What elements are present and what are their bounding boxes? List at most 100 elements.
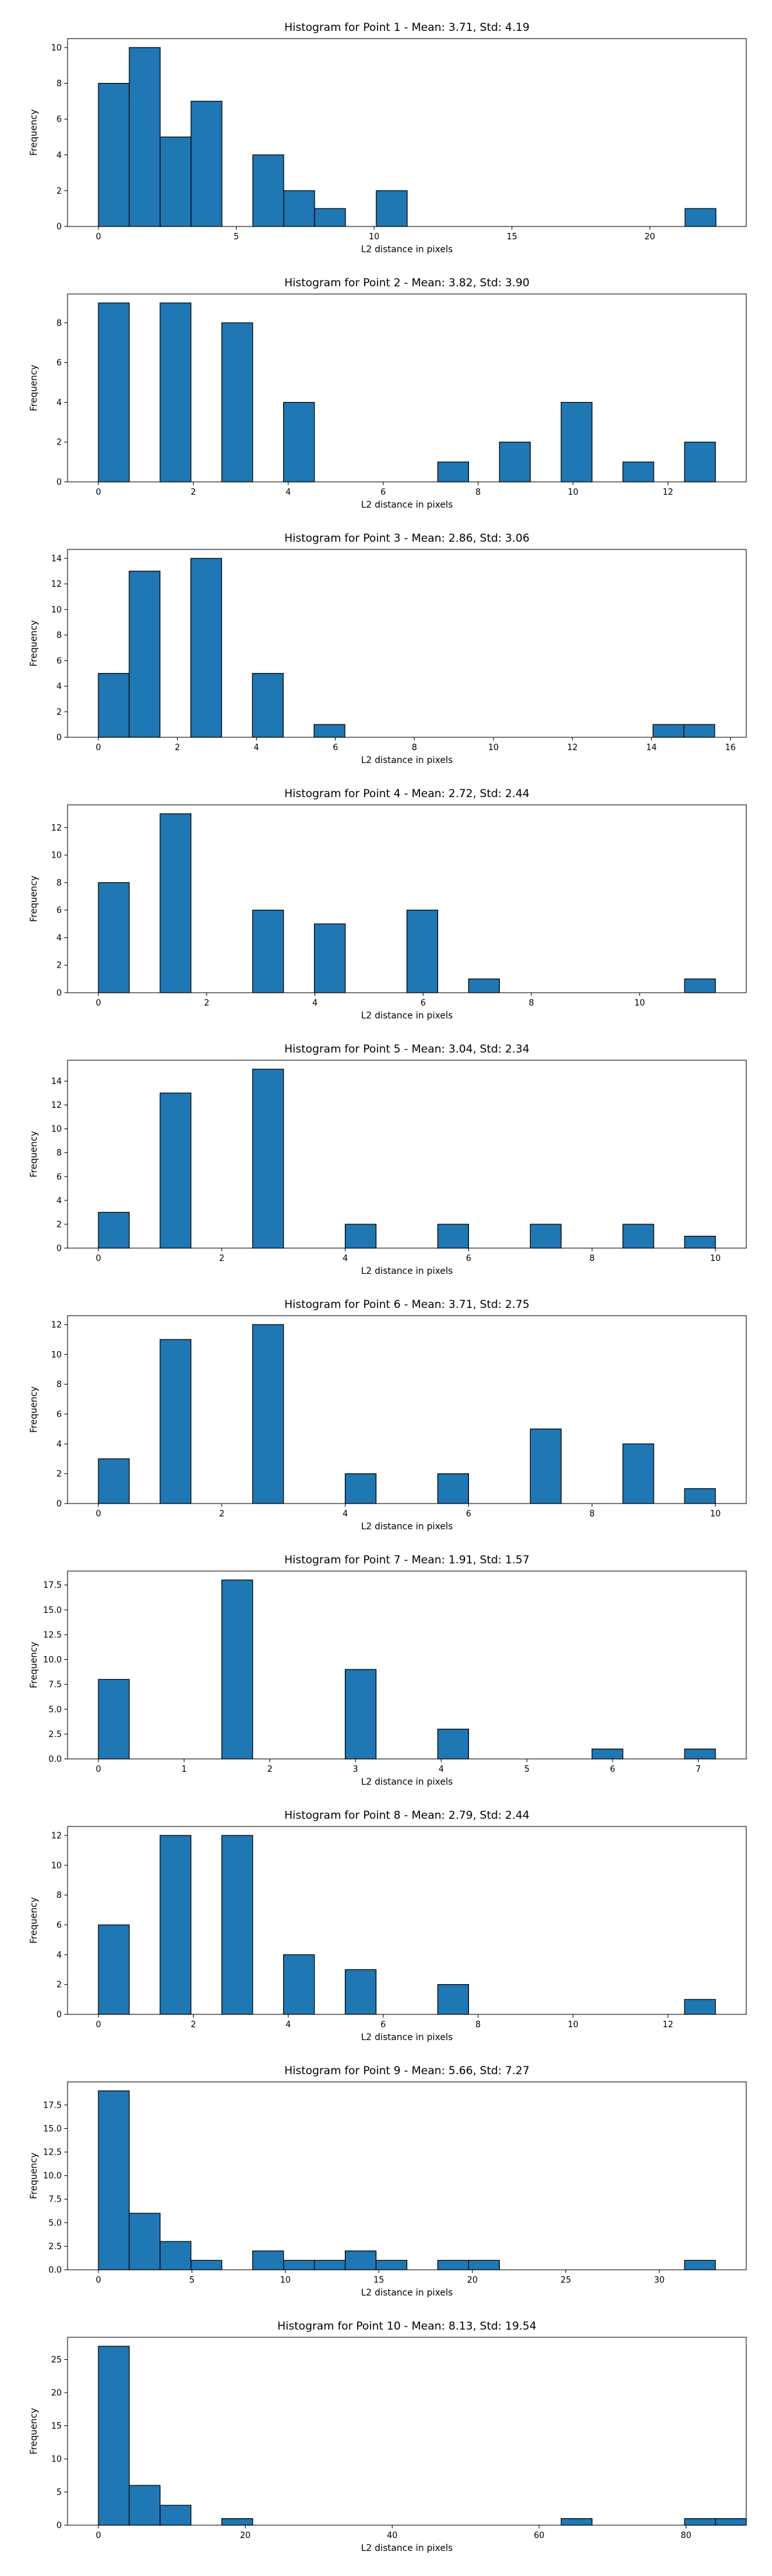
histogram-bar: [252, 1324, 284, 1504]
plot-frame: [67, 804, 747, 993]
x-tick-label: 8: [589, 1509, 594, 1519]
x-tick-label: 6: [421, 998, 426, 1008]
y-tick-label: 2: [57, 187, 62, 196]
y-axis-label: Frequency: [29, 1386, 39, 1433]
histogram-bar: [560, 401, 593, 483]
y-tick-label: 10: [51, 1350, 62, 1360]
x-tick-label: 0: [96, 1765, 101, 1774]
histogram-bar: [468, 979, 500, 993]
y-tick-label: 0: [57, 223, 62, 232]
x-axis-label: L2 distance in pixels: [361, 755, 453, 766]
histogram-bar: [190, 100, 223, 227]
histogram-bar: [252, 673, 284, 738]
histogram-bar: [684, 441, 716, 483]
y-tick-label: 2: [57, 1469, 62, 1479]
x-axis-label: L2 distance in pixels: [361, 2288, 453, 2298]
histogram-bar: [221, 322, 253, 483]
y-tick-label: 12: [51, 1101, 62, 1110]
histogram-bar: [591, 1748, 623, 1760]
plot-frame: [67, 549, 747, 738]
y-tick-label: 12: [51, 823, 62, 833]
x-tick-label: 4: [286, 488, 291, 497]
histogram-bar: [314, 2259, 346, 2270]
histogram-bar: [652, 724, 685, 738]
plot-frame: [67, 1315, 747, 1504]
histogram-bar: [437, 461, 470, 483]
y-tick-label: 6: [57, 358, 62, 368]
y-tick-label: 0: [57, 2521, 62, 2531]
y-tick-label: 0: [57, 989, 62, 998]
y-tick-label: 6: [57, 1920, 62, 1930]
histogram-bar: [437, 1224, 470, 1249]
chart-title: Histogram for Point 10 - Mean: 8.13, Std…: [277, 2320, 537, 2333]
x-tick-label: 40: [387, 2531, 398, 2541]
y-tick-label: 10: [51, 1125, 62, 1134]
y-axis-label: Frequency: [29, 620, 39, 667]
chart-title: Histogram for Point 4 - Mean: 2.72, Std:…: [284, 787, 529, 800]
plot-frame: [67, 1826, 747, 2015]
histogram-bar: [160, 813, 192, 993]
chart-title: Histogram for Point 9 - Mean: 5.66, Std:…: [284, 2065, 529, 2077]
histogram-bar: [344, 1224, 377, 1249]
histogram-bar: [684, 2518, 716, 2526]
plot-frame: [67, 293, 747, 483]
x-axis-label: L2 distance in pixels: [361, 1266, 453, 1276]
x-tick-label: 0: [96, 2276, 101, 2285]
y-tick-label: 2.5: [48, 1730, 62, 1740]
x-tick-label: 8: [589, 1254, 594, 1264]
x-tick-label: 6: [333, 743, 338, 753]
x-tick-label: 0: [96, 1254, 101, 1264]
histogram-bar: [160, 1835, 192, 2015]
x-tick-label: 12: [663, 2020, 674, 2030]
x-tick-label: 20: [645, 232, 656, 242]
plot-frame: [67, 1060, 747, 1249]
y-tick-label: 4: [57, 1196, 62, 1206]
x-tick-label: 6: [380, 488, 385, 497]
histogram-bar: [715, 2518, 747, 2526]
y-tick-label: 8: [57, 1380, 62, 1390]
x-tick-label: 2: [267, 1765, 272, 1774]
x-tick-label: 5: [189, 2276, 194, 2285]
y-axis-label: Frequency: [29, 876, 39, 922]
y-tick-label: 2: [57, 961, 62, 971]
x-axis-label: L2 distance in pixels: [361, 244, 453, 255]
x-axis-label: L2 distance in pixels: [361, 1777, 453, 1787]
x-tick-label: 2: [175, 743, 180, 753]
histogram-bar: [622, 461, 654, 483]
y-tick-label: 12: [51, 1831, 62, 1841]
x-tick-label: 2: [204, 998, 209, 1008]
y-tick-label: 12.5: [43, 1630, 62, 1640]
y-axis-label: Frequency: [29, 365, 39, 411]
x-tick-label: 5: [234, 232, 239, 242]
x-tick-label: 10: [488, 743, 499, 753]
x-tick-label: 6: [610, 1765, 615, 1774]
histogram-bar: [376, 190, 408, 227]
y-tick-label: 6: [57, 656, 62, 666]
y-tick-label: 7.5: [48, 2195, 62, 2205]
histogram-bar: [375, 2259, 408, 2270]
histogram-bar: [98, 1211, 130, 1249]
y-tick-label: 25: [51, 2355, 62, 2365]
y-tick-label: 12.5: [43, 2148, 62, 2158]
x-tick-label: 6: [466, 1254, 471, 1264]
histogram-bar: [221, 2518, 253, 2526]
x-axis-label: L2 distance in pixels: [361, 2543, 453, 2553]
histogram-bar: [98, 2090, 130, 2270]
y-tick-label: 2.5: [48, 2242, 62, 2252]
x-tick-label: 10: [710, 1254, 721, 1264]
y-tick-label: 4: [57, 1951, 62, 1960]
histogram-bar: [98, 1924, 130, 2015]
histogram-bar: [283, 2259, 315, 2270]
y-axis-label: Frequency: [29, 1642, 39, 1688]
y-tick-label: 6: [57, 115, 62, 125]
histogram-bar: [129, 2213, 161, 2270]
y-tick-label: 2: [57, 1220, 62, 1229]
y-axis-label: Frequency: [29, 2408, 39, 2454]
y-tick-label: 0: [57, 1500, 62, 1509]
y-tick-label: 8: [57, 631, 62, 641]
x-tick-label: 10: [280, 2276, 291, 2285]
histogram-bar: [98, 302, 130, 483]
y-tick-label: 6: [57, 1172, 62, 1182]
histogram-bar: [221, 1579, 253, 1760]
